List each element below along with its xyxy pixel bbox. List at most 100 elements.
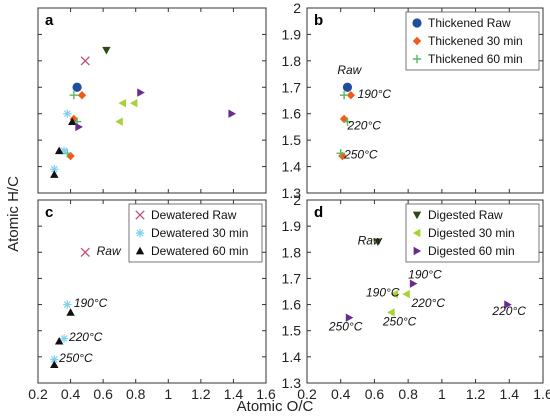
y-tick-label: 2 [293, 0, 301, 16]
legend-marker [412, 211, 422, 220]
annotation: 220°C [491, 304, 526, 318]
y-tick-label: 1.6 [282, 106, 302, 122]
panel-c: 0.2 0.4 0.6 0.8 1 1.2 1.4 1.6 c Raw 190°C 220°C 250°… [28, 199, 276, 402]
point-dewatered_30-2 [50, 355, 59, 364]
x-tick-label: 1.4 [224, 386, 244, 402]
y-tick-label: 1.8 [282, 244, 302, 260]
annotation: Raw [97, 244, 122, 258]
annotation: Raw [337, 63, 362, 77]
point-thickened_60-0 [69, 91, 79, 100]
point-thickened_60-1 [343, 117, 352, 126]
annotation: 250°C [328, 320, 363, 334]
y-tick-label: 1.3 [282, 375, 302, 391]
x-axis-label: Atomic O/C [237, 398, 314, 415]
point-dewatered_60-0 [66, 308, 75, 316]
point-digested_30-0 [118, 98, 127, 108]
y-tick-label: 1.4 [282, 349, 302, 365]
point-dewatered_30-0 [63, 109, 72, 118]
panel-label: b [314, 12, 323, 29]
panel-b: 1.3 1.4 1.5 1.6 1.7 1.8 1.9 2b Raw 190°C 220°C 250°… [282, 0, 544, 201]
legend-box [405, 11, 540, 71]
annotation: 250°C [343, 148, 378, 162]
annotation: 190°C [366, 286, 400, 300]
x-tick-label: 1.2 [191, 386, 211, 402]
annotation: 190°C [74, 296, 108, 310]
point-digested_30-1 [129, 98, 138, 108]
x-tick-label: 1.6 [256, 386, 276, 402]
annotation: 220°C [411, 296, 446, 310]
panel-label: c [45, 204, 53, 221]
x-tick-label: 0.8 [398, 386, 418, 402]
annotation: 250°C [58, 351, 93, 365]
point-dewatered_raw-0 [80, 56, 90, 66]
point-dewatered_60-2 [50, 360, 59, 369]
y-tick-label: 2 [293, 192, 301, 208]
legend-marker [135, 246, 145, 255]
point-dewatered_60-1 [54, 336, 64, 345]
point-thickened_30-0 [77, 91, 87, 100]
point-dewatered_30-1 [59, 146, 69, 155]
point-dewatered_30-2 [50, 165, 59, 174]
legend-marker [412, 54, 422, 64]
point-dewatered_30-0 [63, 300, 72, 309]
point-digested_30-1 [402, 289, 410, 299]
annotation: 220°C [346, 119, 381, 133]
annotation: 250°C [382, 314, 417, 328]
legend-label: Dewatered 60 min [151, 244, 248, 258]
point-dewatered_30-1 [59, 334, 69, 343]
x-tick-label: 0.6 [93, 386, 113, 402]
legend: Dewatered Raw Dewatered 30 min Dewatered 6… [128, 203, 263, 263]
point-digested_60-1 [504, 300, 512, 309]
x-tick-label: 0.4 [61, 386, 81, 402]
point-dewatered_raw-0 [80, 247, 90, 257]
point-digested_30-2 [115, 117, 123, 126]
panel-label: a [45, 12, 54, 29]
legend-marker [135, 210, 145, 220]
point-digested_30-0 [390, 289, 399, 299]
point-thickened_raw-0 [72, 82, 82, 92]
y-tick-label: 1.9 [282, 218, 302, 234]
annotation: 220°C [68, 330, 103, 344]
point-digested_60-2 [75, 122, 83, 132]
panel-d: 0.2 0.4 0.6 0.8 1 1.2 1.4 1.6 1.3 1.4 1.5 1.6 1.7 1.8… [282, 192, 550, 402]
legend-label: Digested 60 min [428, 244, 515, 258]
y-tick-label: 1.5 [282, 132, 302, 148]
legend-marker [413, 246, 422, 256]
point-digested_60-1 [228, 109, 236, 118]
legend-marker [412, 228, 421, 238]
point-thickened_30-0 [346, 91, 356, 100]
y-tick-label: 1.7 [282, 270, 302, 286]
legend-label: Dewatered Raw [151, 208, 237, 222]
panel-label: d [314, 204, 323, 221]
legend-label: Digested Raw [428, 208, 503, 222]
legend-label: Dewatered 30 min [151, 226, 248, 240]
legend-marker [412, 36, 422, 46]
x-tick-label: 0.6 [365, 386, 385, 402]
panel-a-frame [37, 7, 267, 194]
legend-marker [412, 18, 422, 28]
legend-label: Thickened 30 min [428, 34, 523, 48]
point-digested_60-0 [137, 88, 145, 97]
point-dewatered_60-2 [50, 170, 59, 178]
annotation: 190°C [358, 87, 392, 101]
x-tick-label: 1.2 [466, 386, 486, 402]
x-tick-label: 1 [164, 386, 172, 402]
point-thickened_raw-0 [342, 82, 353, 92]
point-dewatered_60-1 [54, 146, 64, 155]
point-thickened_60-2 [336, 149, 345, 158]
y-axis-label: Atomic H/C [5, 176, 22, 252]
x-tick-label: 1.4 [500, 386, 520, 402]
point-digested_60-0 [409, 279, 418, 288]
legend-marker [135, 228, 145, 238]
point-digested_60-2 [345, 313, 354, 322]
y-tick-label: 1.6 [282, 297, 302, 313]
legend: Digested Raw Digested 30 min Digested 60 m… [405, 203, 540, 263]
legend-box [405, 203, 540, 263]
panel-a: a [37, 7, 267, 194]
point-digested_raw-0 [373, 238, 382, 247]
point-digested_30-2 [387, 308, 395, 317]
point-dewatered_60-0 [68, 117, 77, 126]
y-tick-label: 1.8 [282, 53, 302, 69]
legend: Thickened Raw Thickened 30 min Thickened 6… [405, 11, 540, 71]
